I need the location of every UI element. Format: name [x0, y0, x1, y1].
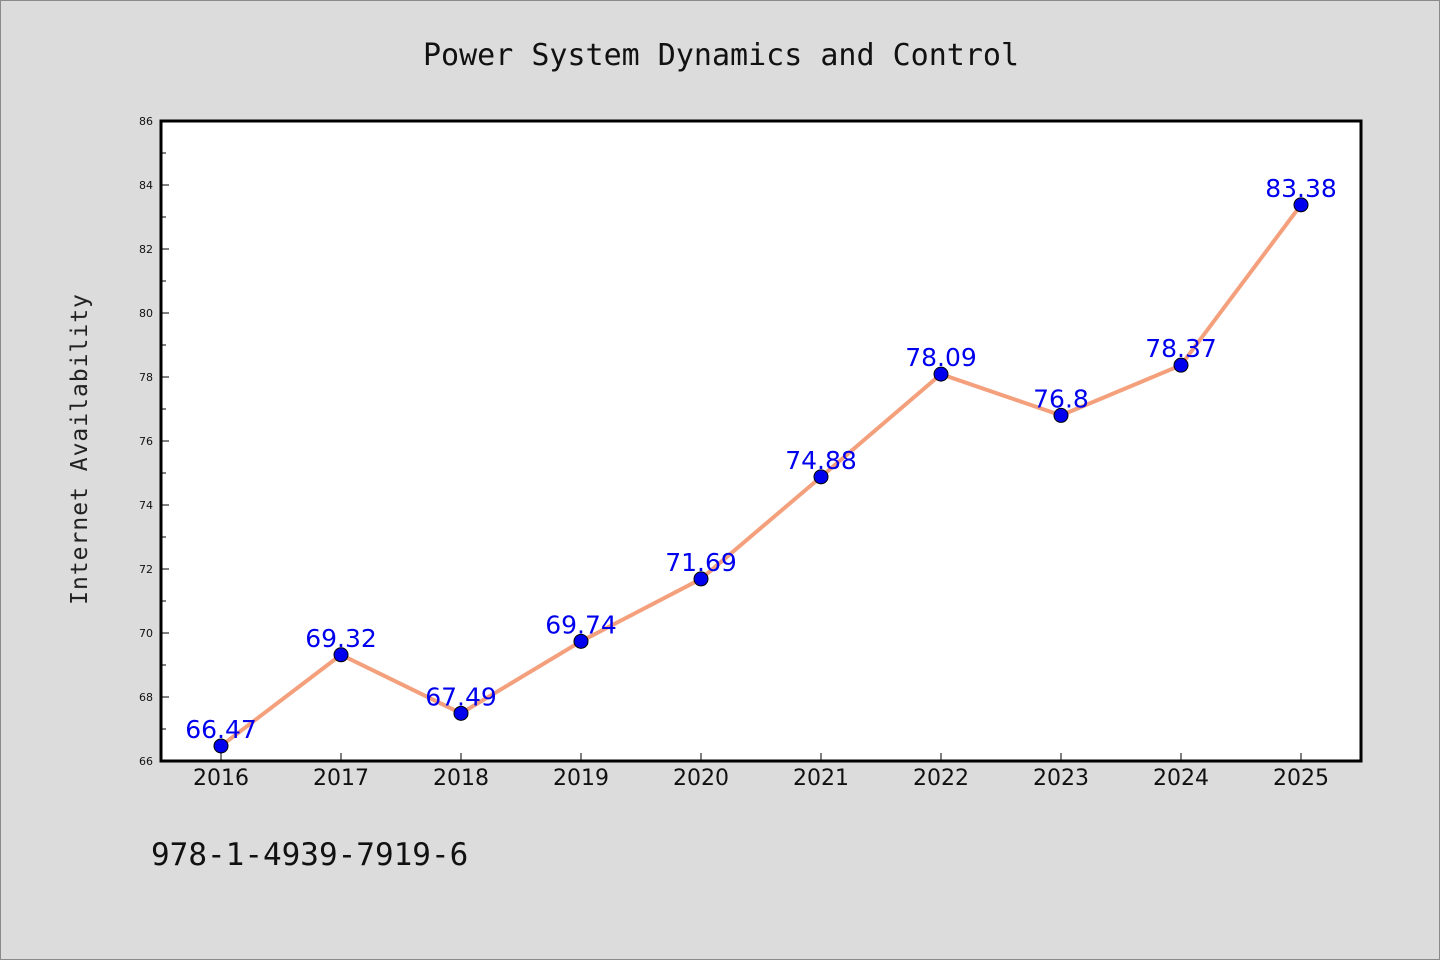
isbn-text: 978-1-4939-7919-6: [151, 837, 468, 873]
x-tick-label: 2024: [1153, 766, 1209, 791]
data-label: 69.74: [545, 610, 617, 639]
data-label: 71.69: [665, 548, 737, 577]
data-point: [1173, 357, 1189, 373]
data-label: 76.8: [1033, 384, 1089, 413]
plot-frame: [159, 119, 1363, 763]
chart-title: Power System Dynamics and Control: [423, 38, 1019, 73]
y-tick-label: 82: [139, 243, 153, 256]
y-tick-label: 80: [139, 307, 153, 320]
y-tick-label: 86: [139, 115, 153, 128]
x-axis-ticks: 2016 2017 2018 2019 2020 2021 2022 2023 2024 2025: [193, 753, 1329, 791]
data-point: [813, 469, 829, 485]
data-label: 74.88: [785, 446, 857, 475]
y-tick-label: 76: [139, 435, 153, 448]
data-point: [1053, 407, 1069, 423]
x-tick-label: 2016: [193, 766, 249, 791]
y-tick-label: 72: [139, 563, 153, 576]
y-tick-label: 74: [139, 499, 153, 512]
x-tick-label: 2020: [673, 766, 729, 791]
y-tick-label: 78: [139, 371, 153, 384]
y-axis-label: Internet Availability: [67, 293, 93, 605]
data-label: 67.49: [425, 682, 497, 711]
data-point: [1293, 197, 1309, 213]
x-tick-label: 2023: [1033, 766, 1089, 791]
y-tick-label: 84: [139, 179, 153, 192]
data-label: 78.37: [1145, 334, 1217, 363]
series-layer: [213, 197, 1309, 754]
data-label: 66.47: [185, 715, 257, 744]
y-tick-label: 70: [139, 627, 153, 640]
data-label: 83.38: [1265, 174, 1337, 203]
data-labels: 66.47 69.32 67.49 69.74 71.69 74.88 78.09 76.8 7…: [185, 174, 1337, 744]
data-point: [453, 705, 469, 721]
x-tick-label: 2022: [913, 766, 969, 791]
y-axis-ticks: 66 68 70 72 74 76 78 80 82 84 86: [139, 115, 169, 768]
x-tick-label: 2019: [553, 766, 609, 791]
data-point: [933, 366, 949, 382]
series-line: [219, 202, 1303, 748]
x-tick-label: 2025: [1273, 766, 1329, 791]
data-point: [693, 571, 709, 587]
plot-area: [161, 121, 1361, 761]
y-tick-label: 66: [139, 755, 153, 768]
data-label: 78.09: [905, 343, 977, 372]
x-tick-label: 2021: [793, 766, 849, 791]
data-point: [213, 738, 229, 754]
data-label: 69.32: [305, 624, 377, 653]
y-tick-label: 68: [139, 691, 153, 704]
x-tick-label: 2018: [433, 766, 489, 791]
data-point: [573, 633, 589, 649]
x-tick-label: 2017: [313, 766, 369, 791]
data-point: [333, 647, 349, 663]
